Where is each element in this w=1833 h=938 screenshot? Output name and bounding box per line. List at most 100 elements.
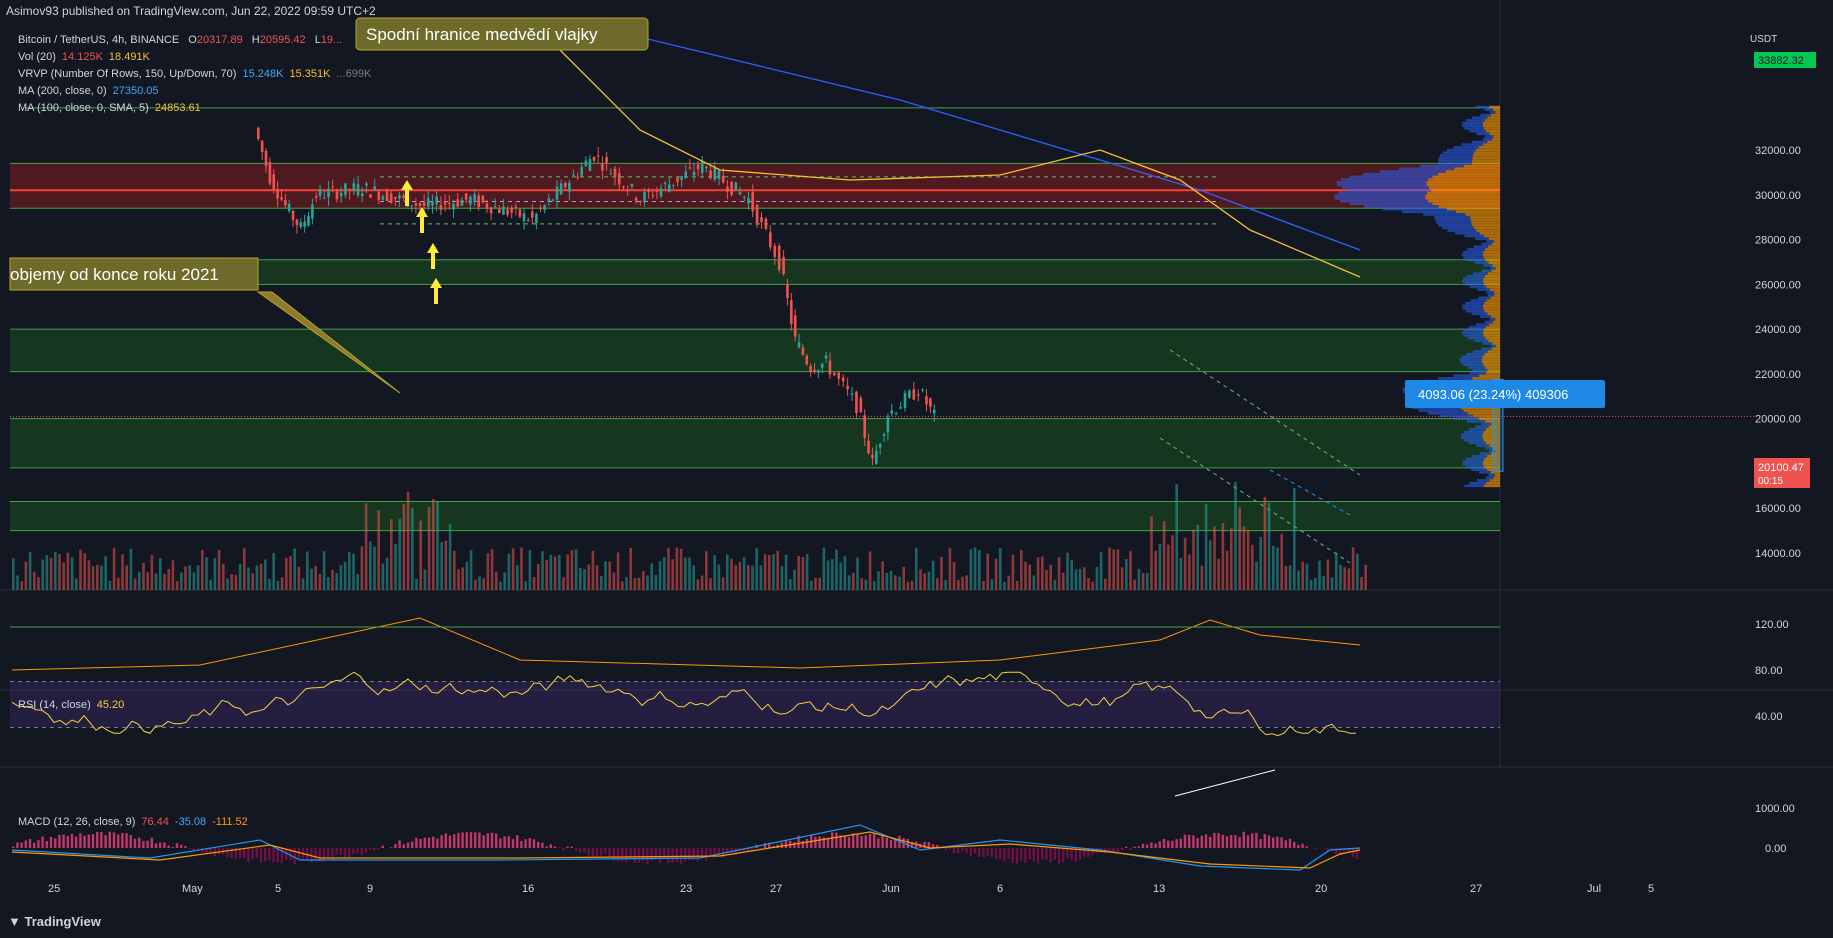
macd-bar [1015, 848, 1019, 864]
candle-body [588, 159, 592, 171]
volume-bar [96, 564, 99, 590]
volume-bar [734, 565, 737, 590]
macd-bar [1083, 848, 1086, 857]
vp-bar-up [1462, 304, 1484, 308]
vp-bar-down [1484, 119, 1500, 122]
candle-body [485, 203, 489, 209]
macd-bar [133, 838, 137, 848]
volume-bar [1171, 535, 1174, 590]
volume-bar [940, 556, 943, 590]
volume-bar [1120, 567, 1124, 590]
volume-bar [1183, 537, 1187, 590]
volume-bar [784, 554, 788, 590]
vp-bar-down [1463, 409, 1500, 412]
price-tick-label: 30000.00 [1755, 190, 1801, 202]
volume-bar [1003, 581, 1006, 590]
macd-bar [864, 835, 867, 848]
vp-bar-up [1464, 234, 1485, 238]
ma100-line [559, 49, 1361, 278]
vp-bar-up [1336, 180, 1427, 184]
macd-bar [259, 848, 263, 863]
candle-body [514, 206, 518, 208]
vp-bar-down [1489, 105, 1500, 109]
symbol-label: Bitcoin / TetherUS, 4h, BINANCE [18, 34, 180, 46]
vp-bar-up [1398, 167, 1455, 171]
macd-bar [1049, 848, 1052, 863]
macd-bar [889, 840, 893, 848]
macd-bar [327, 848, 330, 859]
volume-bar [1179, 557, 1183, 590]
vp-bar-up [1465, 465, 1485, 469]
macd-bar [1057, 848, 1061, 864]
candle-body [469, 196, 472, 205]
volume-bar [553, 556, 557, 590]
candle-body [622, 186, 625, 188]
volume-bar [293, 548, 296, 590]
macd-bar [70, 833, 74, 848]
macd-bar [394, 844, 397, 848]
measure-range [1492, 378, 1504, 472]
tradingview-logo[interactable]: ▼ TradingView [8, 914, 101, 929]
vp-bar-down [1445, 170, 1500, 173]
vp-bar-down [1484, 274, 1500, 278]
volume-bar [608, 561, 611, 590]
macd-bar [541, 842, 544, 848]
macd-bar [906, 838, 909, 848]
candle-body [841, 377, 845, 382]
macd-bar [738, 848, 741, 851]
candle-body [555, 186, 559, 200]
volume-bars [12, 481, 1367, 590]
vp-bar-up [1476, 132, 1490, 136]
volume-bar [1196, 524, 1199, 590]
volume-bar [1280, 533, 1283, 590]
macd-bar [1028, 848, 1031, 860]
macd-bar [696, 848, 699, 862]
vp-bar-up [1480, 315, 1492, 318]
vp-bar-down [1481, 358, 1500, 361]
vp-bar-up [1346, 189, 1431, 192]
volume-bar [226, 578, 229, 590]
volume-bar [1225, 550, 1229, 590]
volume-bar [1356, 553, 1359, 590]
macd-bar [1288, 838, 1292, 848]
vp-bar-down [1486, 371, 1500, 375]
macd-bar [75, 836, 78, 848]
macd-bar [369, 848, 372, 850]
macd-bar [243, 848, 246, 859]
volume-bar [1175, 484, 1178, 590]
candle-body [680, 176, 683, 180]
volume-bar [360, 546, 364, 590]
zone-red [10, 163, 1500, 209]
candle-body [639, 201, 642, 203]
volume-bar [339, 565, 343, 590]
volume-bar [1238, 507, 1241, 590]
volume-bar [616, 552, 620, 590]
macd-bar [994, 848, 998, 859]
vp-bar-up [1490, 266, 1496, 270]
vp-bar-up [1467, 258, 1486, 262]
volume-bar [650, 563, 653, 590]
volume-bar [285, 557, 288, 590]
volume-bar [356, 573, 359, 590]
macd-bar [784, 840, 788, 848]
vp-bar-down [1483, 127, 1500, 130]
channel-line [1169, 349, 1361, 476]
volume-bar [1057, 557, 1061, 590]
macd-bar [826, 837, 830, 848]
volume-bar [978, 549, 981, 590]
vp-bar-down [1483, 334, 1500, 337]
macd-bar [986, 848, 989, 856]
vp-bar-up [1472, 350, 1488, 353]
vp-bar-down [1492, 342, 1500, 345]
volume-bar [192, 572, 196, 590]
candle-body [676, 177, 679, 182]
candle-body [692, 171, 696, 176]
macd-bar [537, 841, 540, 848]
volume-bar [1213, 526, 1216, 590]
legend-symbol: Bitcoin / TetherUS, 4h, BINANCE O20317.8… [18, 34, 348, 46]
volume-bar [629, 547, 632, 590]
candle-body [410, 205, 414, 207]
volume-bar [516, 565, 519, 590]
vp-bar-up [1468, 441, 1486, 445]
